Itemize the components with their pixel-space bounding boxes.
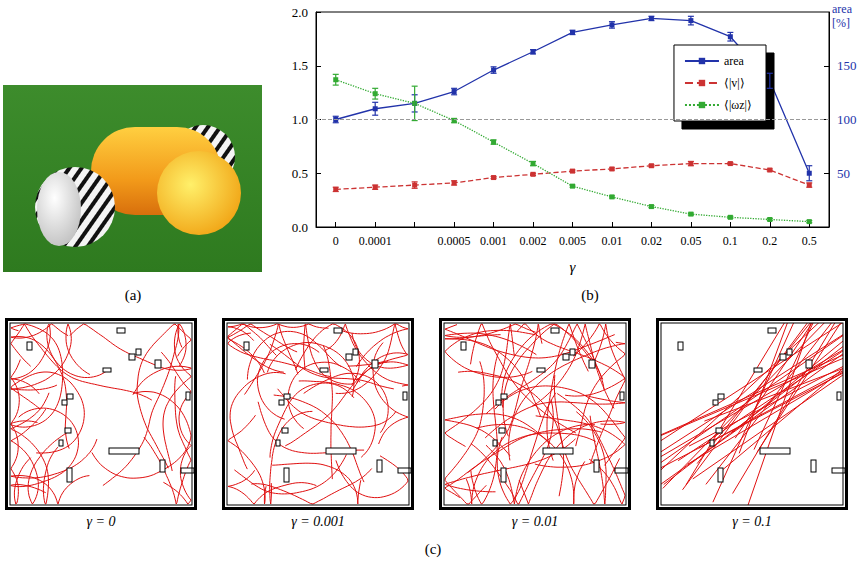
svg-text:0.01: 0.01: [601, 234, 622, 248]
svg-text:0.5: 0.5: [292, 166, 308, 181]
svg-text:⟨|ωz|⟩: ⟨|ωz|⟩: [724, 98, 752, 112]
svg-text:150: 150: [837, 58, 857, 73]
html-text:γ = 0: γ = 0: [86, 514, 116, 529]
svg-text:0.0: 0.0: [292, 220, 308, 235]
html-text:γ = 0.1: γ = 0.1: [732, 514, 772, 529]
svg-text:γ: γ: [570, 259, 577, 275]
svg-text:0.02: 0.02: [641, 234, 662, 248]
svg-text:0.002: 0.002: [520, 234, 547, 248]
html-text:area: area: [832, 2, 852, 16]
html-text:(c): (c): [424, 541, 442, 557]
svg-text:50: 50: [837, 166, 850, 181]
svg-text:2.0: 2.0: [292, 5, 308, 20]
svg-text:0.0005: 0.0005: [438, 234, 471, 248]
svg-text:1.5: 1.5: [292, 58, 308, 73]
svg-text:⟨|v|⟩: ⟨|v|⟩: [724, 76, 745, 90]
svg-text:0: 0: [333, 234, 339, 248]
svg-text:1.0: 1.0: [292, 112, 308, 127]
html-text:(b): (b): [581, 287, 599, 303]
svg-text:area: area: [724, 54, 745, 68]
svg-text:100: 100: [837, 112, 857, 127]
html-text:γ = 0.01: γ = 0.01: [511, 514, 559, 529]
svg-text:0.2: 0.2: [762, 234, 777, 248]
svg-text:0.0001: 0.0001: [359, 234, 392, 248]
html-text:γ = 0.001: γ = 0.001: [291, 514, 345, 529]
html-text:(a): (a): [124, 287, 142, 303]
svg-text:0.001: 0.001: [480, 234, 507, 248]
svg-text:0.05: 0.05: [680, 234, 701, 248]
svg-text:0.005: 0.005: [559, 234, 586, 248]
svg-text:0.5: 0.5: [802, 234, 817, 248]
svg-text:0.1: 0.1: [723, 234, 738, 248]
